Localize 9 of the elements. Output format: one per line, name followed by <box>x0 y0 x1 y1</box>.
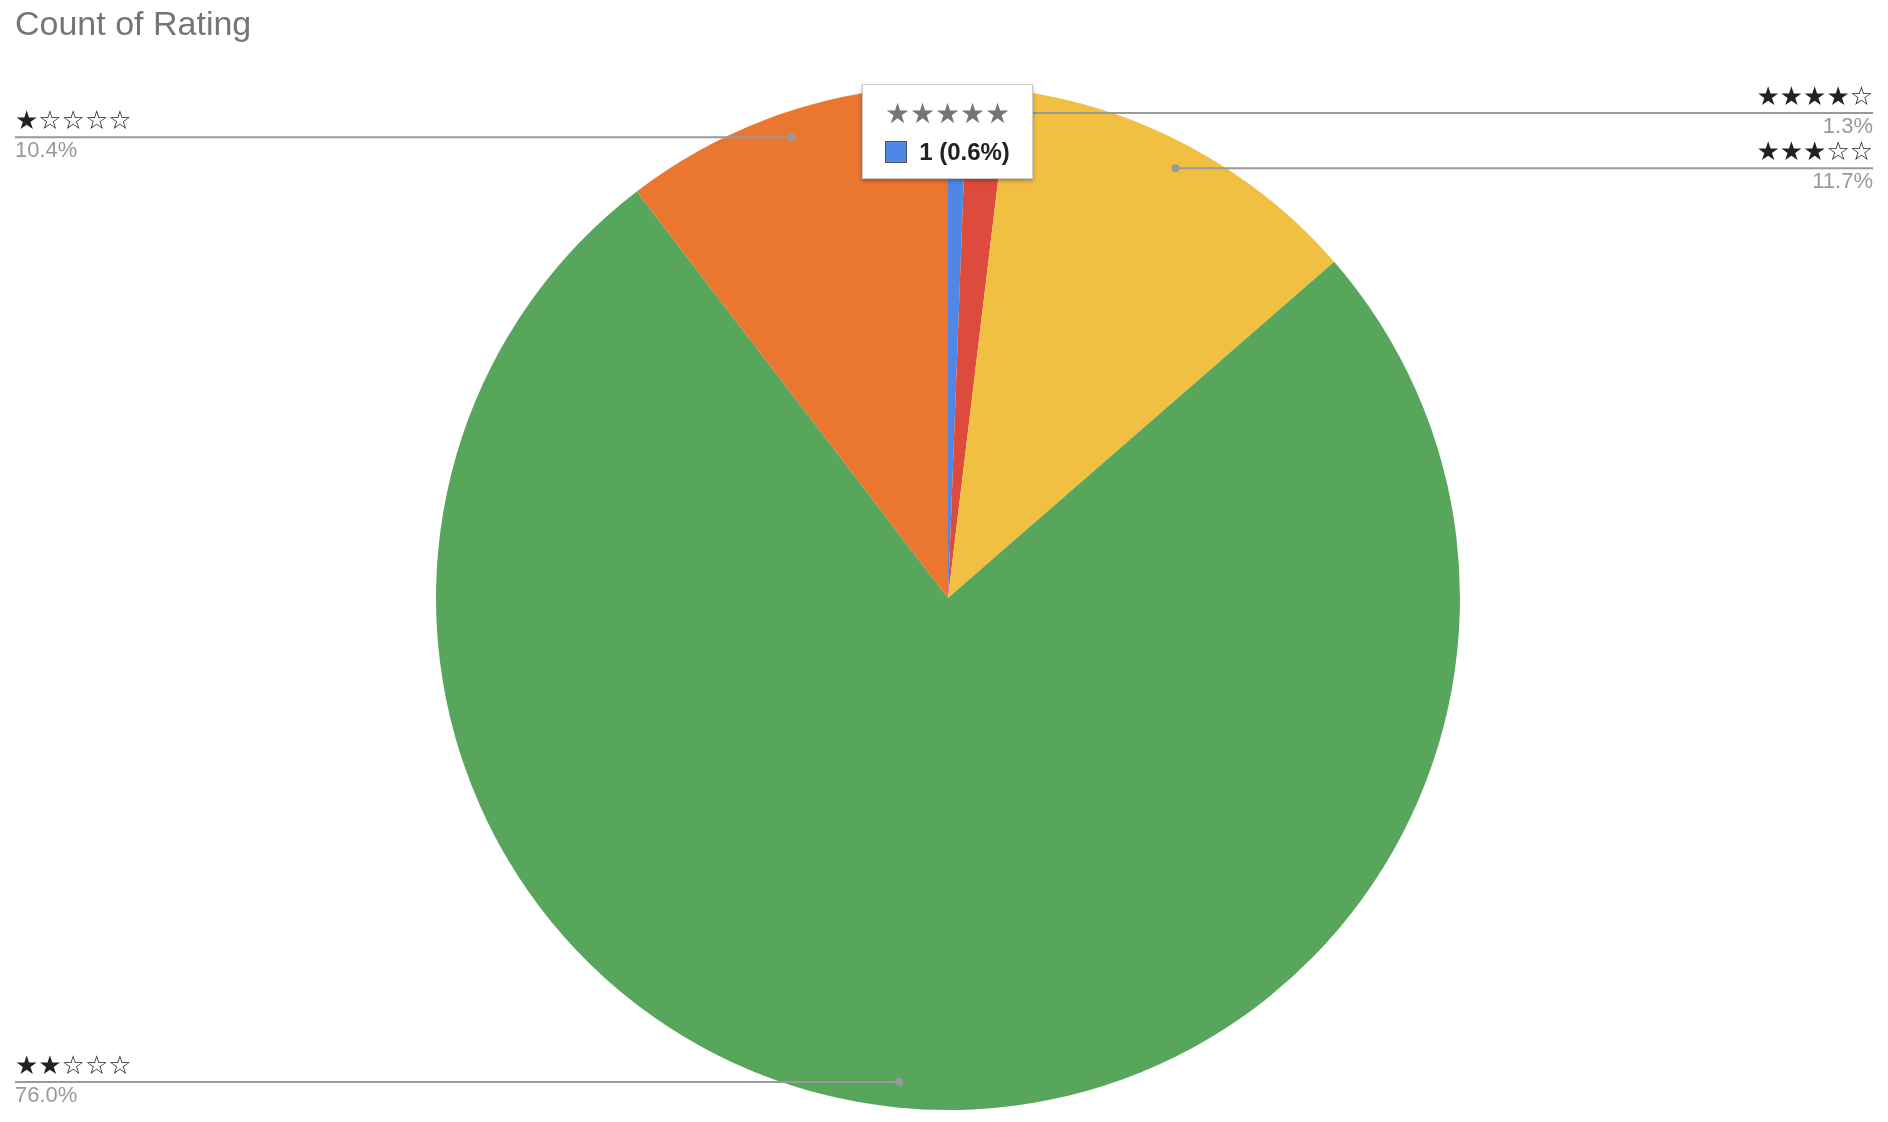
slice-label: ★★★★☆ <box>1756 80 1873 111</box>
slice-label: ★☆☆☆☆ <box>15 105 132 136</box>
data-label: 11.7% <box>1812 168 1873 194</box>
slice-label: ★★★★★ <box>885 96 1011 130</box>
chart-title: Count of Rating <box>15 4 252 43</box>
data-label: 10.4% <box>15 137 78 163</box>
slice-label: ★★☆☆☆ <box>15 1049 132 1080</box>
text: 1 (0.6%) <box>919 137 1010 165</box>
data-label: 76.0% <box>15 1082 78 1108</box>
